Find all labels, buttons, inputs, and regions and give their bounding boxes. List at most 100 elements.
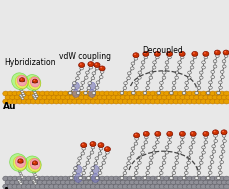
Circle shape — [19, 160, 20, 161]
Circle shape — [191, 54, 193, 56]
Circle shape — [113, 184, 119, 189]
Circle shape — [19, 181, 21, 183]
Circle shape — [14, 180, 20, 185]
Circle shape — [104, 99, 109, 104]
Circle shape — [3, 99, 9, 104]
Circle shape — [159, 81, 163, 84]
Circle shape — [83, 180, 89, 185]
Circle shape — [184, 86, 188, 89]
Circle shape — [16, 99, 22, 104]
Circle shape — [163, 184, 169, 189]
Circle shape — [35, 91, 41, 96]
Circle shape — [3, 176, 9, 181]
Circle shape — [154, 131, 160, 136]
Circle shape — [181, 184, 187, 189]
Circle shape — [78, 65, 80, 67]
Circle shape — [89, 66, 92, 69]
Circle shape — [77, 157, 81, 160]
Circle shape — [200, 99, 206, 104]
Ellipse shape — [30, 159, 40, 169]
Circle shape — [108, 91, 114, 96]
Circle shape — [33, 174, 36, 176]
Circle shape — [34, 97, 37, 100]
Circle shape — [21, 97, 24, 100]
Circle shape — [208, 86, 211, 89]
Circle shape — [188, 146, 192, 149]
Circle shape — [156, 95, 162, 100]
Circle shape — [172, 99, 178, 104]
Circle shape — [196, 81, 200, 84]
Circle shape — [186, 99, 192, 104]
Circle shape — [140, 99, 146, 104]
Circle shape — [104, 176, 109, 181]
Circle shape — [84, 76, 88, 79]
Circle shape — [62, 176, 68, 181]
Circle shape — [79, 86, 83, 89]
Circle shape — [23, 80, 25, 82]
Circle shape — [221, 60, 225, 63]
Circle shape — [211, 150, 215, 153]
Circle shape — [22, 92, 24, 95]
Circle shape — [219, 161, 223, 164]
Circle shape — [136, 184, 142, 189]
Circle shape — [172, 91, 178, 96]
Circle shape — [34, 93, 37, 96]
Circle shape — [200, 184, 206, 189]
Circle shape — [49, 99, 55, 104]
Circle shape — [172, 176, 178, 181]
Circle shape — [92, 180, 98, 185]
Circle shape — [90, 184, 96, 189]
Circle shape — [145, 176, 151, 181]
Circle shape — [106, 95, 112, 100]
Circle shape — [76, 184, 82, 189]
Circle shape — [16, 91, 22, 96]
Text: vdW coupling: vdW coupling — [58, 52, 110, 61]
Circle shape — [163, 176, 169, 181]
Circle shape — [81, 99, 87, 104]
Circle shape — [218, 81, 221, 84]
Circle shape — [71, 184, 77, 189]
Circle shape — [188, 180, 194, 185]
Circle shape — [26, 184, 32, 189]
Circle shape — [82, 143, 83, 145]
Circle shape — [74, 180, 80, 185]
Circle shape — [81, 81, 84, 84]
Text: Au: Au — [3, 102, 16, 111]
Circle shape — [71, 87, 75, 90]
Circle shape — [168, 176, 174, 181]
Circle shape — [221, 131, 223, 132]
Circle shape — [33, 172, 35, 174]
Circle shape — [206, 54, 208, 56]
Circle shape — [83, 95, 89, 100]
Circle shape — [137, 71, 141, 74]
Circle shape — [164, 66, 168, 69]
Circle shape — [143, 134, 144, 136]
Circle shape — [58, 91, 64, 96]
Circle shape — [55, 95, 61, 100]
Circle shape — [65, 95, 71, 100]
Circle shape — [89, 62, 90, 64]
Circle shape — [82, 147, 85, 150]
Circle shape — [167, 52, 169, 54]
Circle shape — [180, 52, 181, 54]
Ellipse shape — [88, 90, 95, 97]
Circle shape — [115, 180, 121, 185]
Circle shape — [221, 65, 225, 68]
Circle shape — [142, 51, 148, 56]
Circle shape — [134, 57, 137, 60]
Circle shape — [202, 51, 208, 56]
Ellipse shape — [91, 165, 99, 174]
Circle shape — [147, 134, 149, 136]
Circle shape — [158, 184, 164, 189]
Circle shape — [161, 95, 167, 100]
Circle shape — [216, 180, 222, 185]
Circle shape — [211, 145, 215, 148]
Circle shape — [20, 174, 23, 176]
Circle shape — [39, 184, 45, 189]
Circle shape — [33, 162, 35, 163]
Circle shape — [149, 176, 155, 181]
Circle shape — [113, 99, 119, 104]
Circle shape — [199, 71, 202, 74]
Circle shape — [189, 66, 193, 69]
Circle shape — [83, 91, 87, 94]
